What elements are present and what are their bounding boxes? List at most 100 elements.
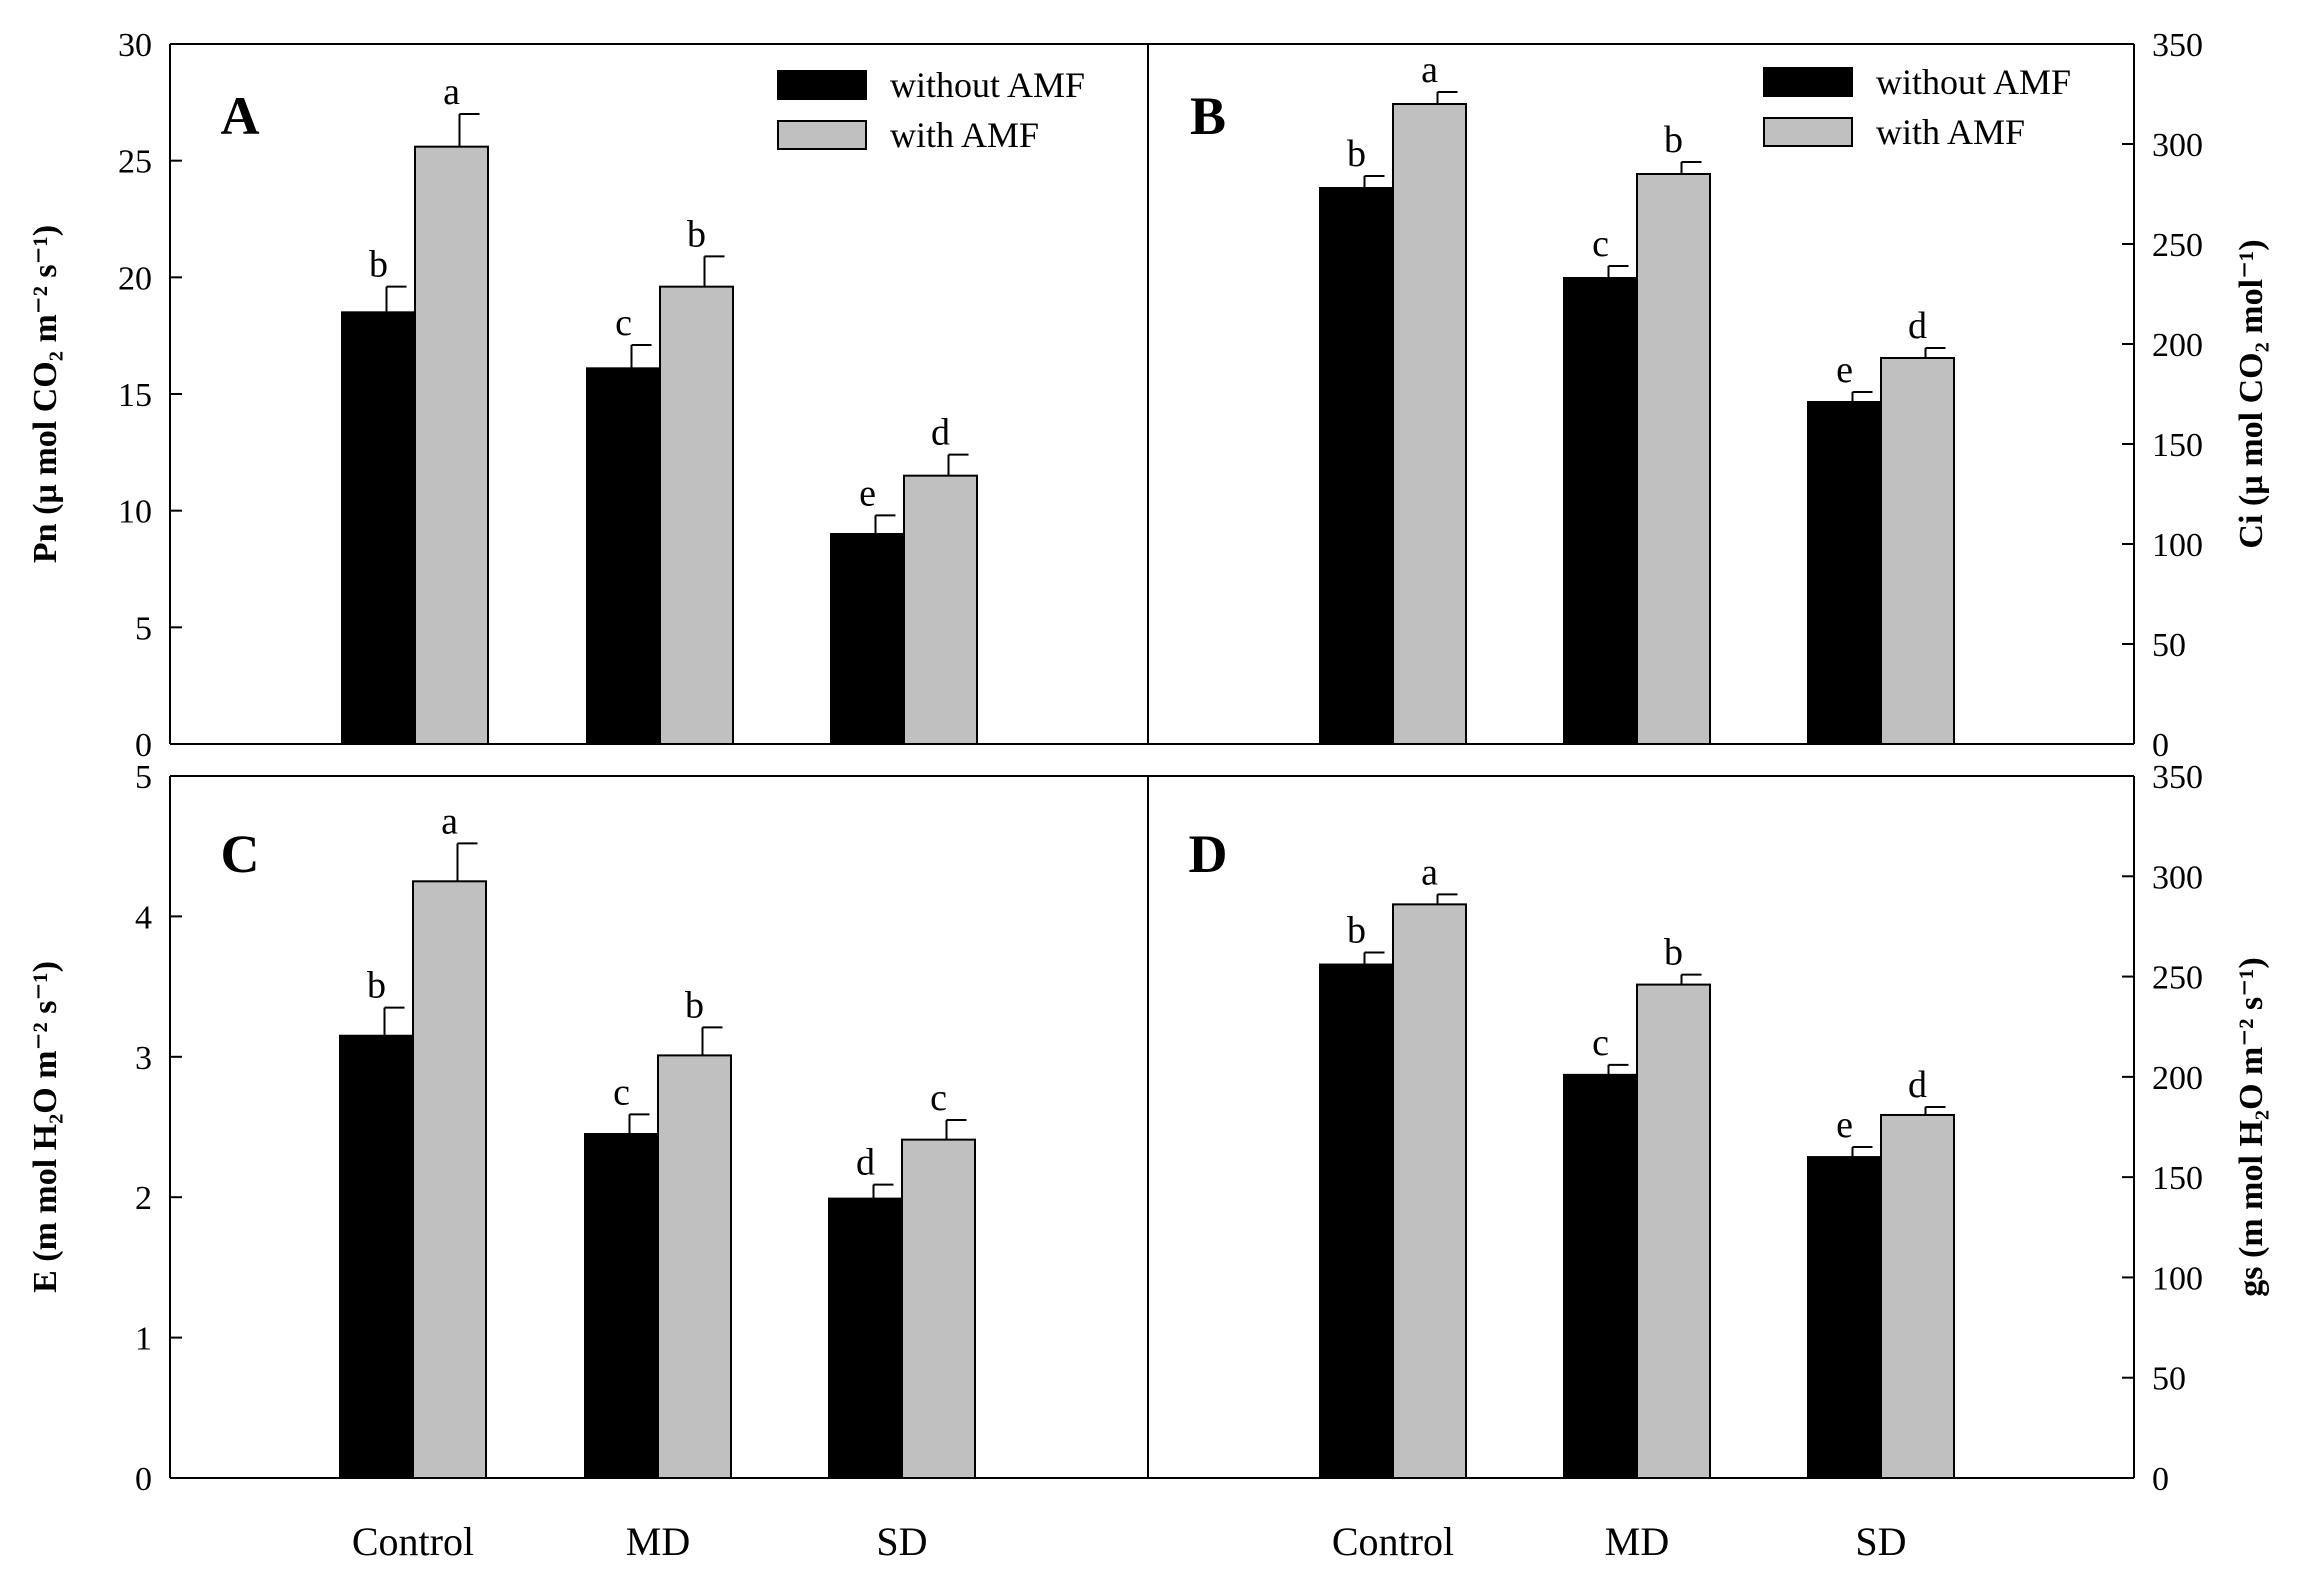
panel-a-significance-letter: e [859, 472, 876, 514]
panel-c-ytick-label: 1 [135, 1321, 152, 1358]
panel-d-bar-with-amf [1636, 983, 1711, 1479]
panel-a-bar-with-amf [414, 145, 489, 745]
panel-c-significance-letter: a [441, 800, 458, 842]
panel-d-ytick-label: 300 [2152, 859, 2203, 896]
panel-c-ylabel: E (m mol H₂O m⁻² s⁻¹) [27, 961, 64, 1293]
panel-d-bar-with-amf [1880, 1113, 1955, 1479]
panel-a-ytick-label: 15 [118, 377, 152, 414]
panel-d-significance-letter: e [1836, 1104, 1853, 1146]
panel-d-bar-without-amf [1563, 1073, 1638, 1479]
panel-c-significance-letter: b [685, 984, 704, 1026]
panel-a-significance-letter: c [615, 302, 632, 344]
panel-d-category-label: SD [1855, 1519, 1906, 1564]
panel-d-significance-letter: d [1908, 1064, 1927, 1106]
panel-b-significance-letter: b [1664, 119, 1683, 161]
panel-a-bar-with-amf [659, 285, 734, 745]
panel-a-ytick-label: 10 [118, 494, 152, 531]
panel-c-bar-without-amf [584, 1133, 659, 1480]
panel-a-ylabel: Pn (µ mol CO₂ m⁻² s⁻¹) [27, 225, 64, 563]
panel-b-ytick-label: 50 [2152, 627, 2186, 664]
panel-a-bar-with-amf [903, 474, 978, 745]
panel-b-ylabel: Ci (µ mol CO₂ mol⁻¹) [2233, 239, 2270, 548]
panel-d-bar-with-amf [1392, 903, 1467, 1479]
panel-a-ytick-label: 5 [135, 610, 152, 647]
panel-b-ytick-label: 150 [2152, 427, 2203, 464]
panel-c-ytick-label: 0 [135, 1461, 152, 1498]
panel-b-ytick-label: 100 [2152, 527, 2203, 564]
panel-b-significance-letter: a [1421, 49, 1438, 91]
panel-a-ytick-label: 25 [118, 144, 152, 181]
panel-a-ytick-label: 20 [118, 260, 152, 297]
panel-c-bar-with-amf [657, 1054, 732, 1479]
panel-b-legend-swatch-with-amf [1763, 117, 1853, 147]
panel-a-ytick-label: 0 [135, 727, 152, 764]
panel-b-significance-letter: d [1908, 305, 1927, 347]
panel-b-ytick-label: 0 [2152, 727, 2169, 764]
panel-b-ytick-label: 350 [2152, 27, 2203, 64]
panel-d-ytick-label: 100 [2152, 1260, 2203, 1297]
panel-a-significance-letter: b [687, 213, 706, 255]
panel-d-bar-without-amf [1319, 963, 1394, 1479]
panel-c-significance-letter: c [930, 1077, 947, 1119]
panel-d-letter: D [1189, 824, 1228, 884]
panel-b-bar-without-amf [1807, 401, 1882, 745]
panel-a-bar-without-amf [830, 533, 905, 745]
panel-c-category-label: MD [626, 1519, 690, 1564]
panel-c-ytick-label: 2 [135, 1180, 152, 1217]
panel-b-legend-label: with AMF [1876, 112, 2025, 152]
panel-a-significance-letter: a [443, 71, 460, 113]
panel-a-bar-without-amf [586, 367, 661, 745]
panel-c-bar-with-amf [901, 1138, 976, 1479]
panel-b-legend-label: without AMF [1876, 62, 2071, 102]
panel-c-bar-without-amf [339, 1034, 414, 1479]
panel-b-bar-without-amf [1319, 187, 1394, 745]
panel-c-category-label: SD [876, 1519, 927, 1564]
panel-a-bar-without-amf [341, 311, 416, 745]
panel-d-ytick-label: 350 [2152, 759, 2203, 796]
panel-b-significance-letter: c [1592, 223, 1609, 265]
panel-d-ytick-label: 0 [2152, 1461, 2169, 1498]
panel-a-legend-swatch-without-amf [777, 70, 867, 100]
panel-b-significance-letter: e [1836, 349, 1853, 391]
panel-d-ytick-label: 50 [2152, 1361, 2186, 1398]
panel-d-significance-letter: a [1421, 851, 1438, 893]
panel-c-letter: C [221, 824, 260, 884]
panel-b-ytick-label: 300 [2152, 127, 2203, 164]
panel-a-legend-swatch-with-amf [777, 120, 867, 150]
panel-b-ytick-label: 200 [2152, 327, 2203, 364]
panel-d-ytick-label: 250 [2152, 960, 2203, 997]
panel-d-category-label: MD [1605, 1519, 1669, 1564]
panel-b-ytick-label: 250 [2152, 227, 2203, 264]
panel-d-ytick-label: 200 [2152, 1060, 2203, 1097]
panel-a-legend-label: with AMF [890, 115, 1039, 155]
panel-d-ytick-label: 150 [2152, 1160, 2203, 1197]
panel-c-significance-letter: d [856, 1142, 875, 1184]
panel-d-bar-without-amf [1807, 1156, 1882, 1479]
panel-c-bar-without-amf [828, 1197, 903, 1479]
panel-b-bar-with-amf [1392, 103, 1467, 745]
panel-c-ytick-label: 4 [135, 899, 152, 936]
panel-c-significance-letter: c [613, 1071, 630, 1113]
panel-d-significance-letter: b [1664, 932, 1683, 974]
panel-b-bar-without-amf [1563, 277, 1638, 745]
panel-d-ylabel: gs (m mol H₂O m⁻² s⁻¹) [2233, 957, 2270, 1296]
panel-b-bar-with-amf [1636, 173, 1711, 745]
panel-a-significance-letter: b [369, 244, 388, 286]
panel-c-bar-with-amf [412, 880, 487, 1479]
panel-d-significance-letter: b [1347, 910, 1366, 952]
panel-d-category-label: Control [1332, 1519, 1454, 1564]
panel-d-significance-letter: c [1592, 1022, 1609, 1064]
panel-c-ytick-label: 5 [135, 759, 152, 796]
panel-b-letter: B [1190, 86, 1226, 146]
panel-c-significance-letter: b [367, 965, 386, 1007]
panel-a-significance-letter: d [931, 412, 950, 454]
panel-b-legend-swatch-without-amf [1763, 67, 1853, 97]
panel-b-bar-with-amf [1880, 357, 1955, 745]
panel-a-legend-label: without AMF [890, 65, 1085, 105]
panel-a-ytick-label: 30 [118, 27, 152, 64]
panel-c-category-label: Control [352, 1519, 474, 1564]
panel-b-significance-letter: b [1347, 133, 1366, 175]
panel-c-ytick-label: 3 [135, 1040, 152, 1077]
